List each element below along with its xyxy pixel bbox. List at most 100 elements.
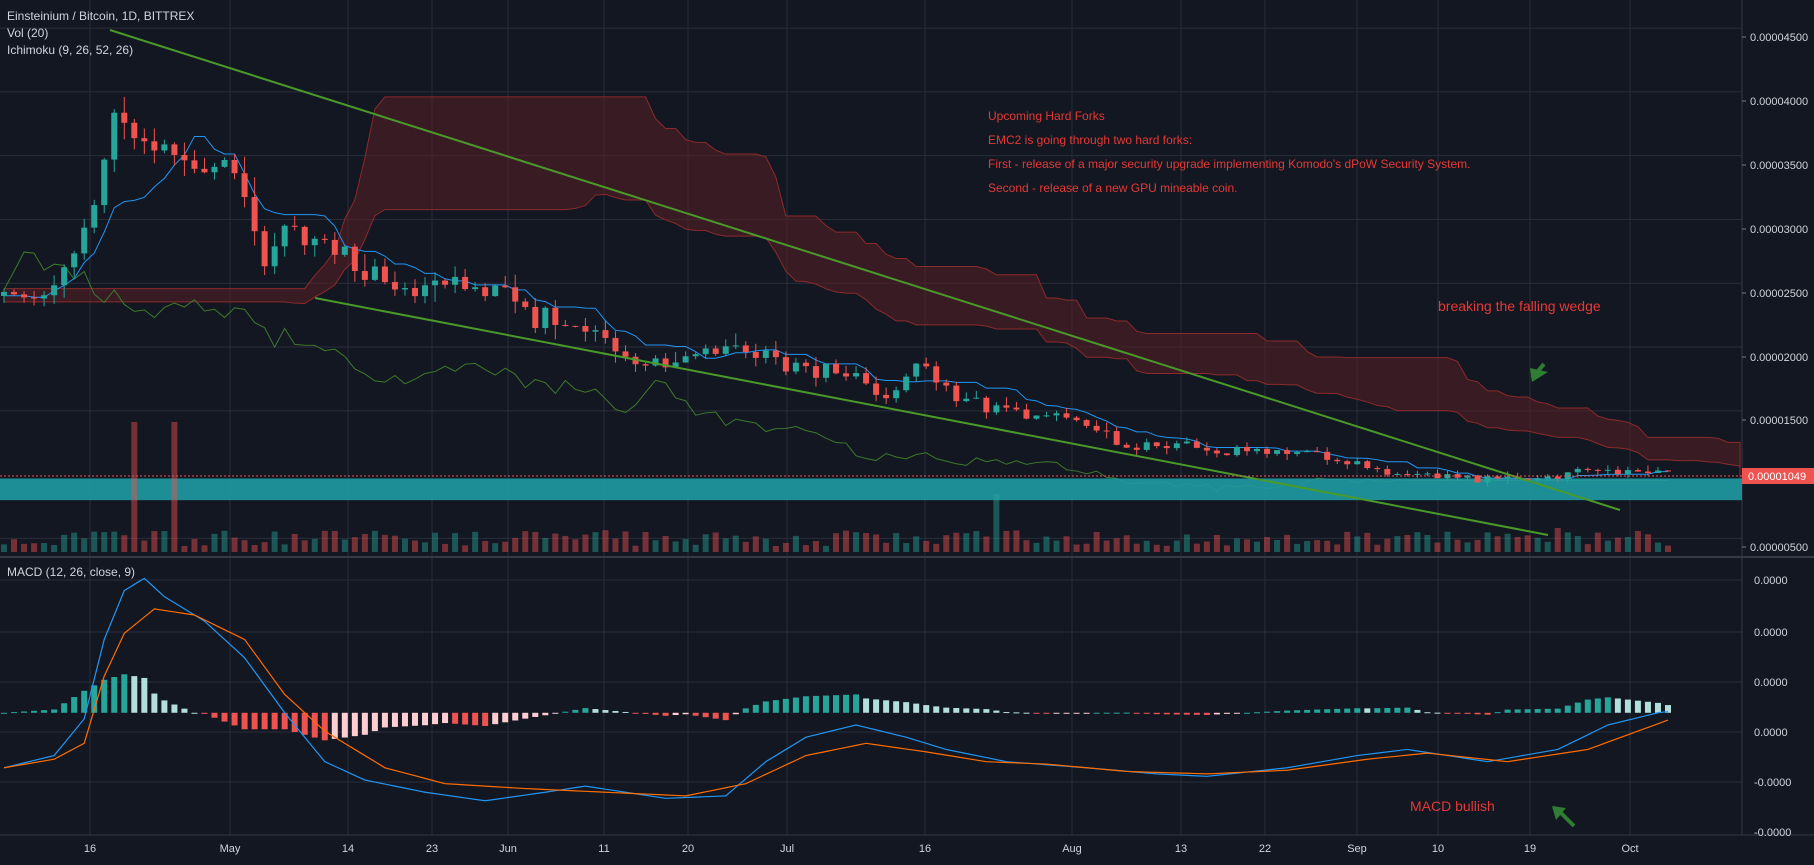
candle-body[interactable]: [181, 154, 188, 161]
candle-body[interactable]: [271, 246, 278, 267]
candle-body[interactable]: [712, 348, 719, 354]
candle-body[interactable]: [1364, 461, 1371, 469]
candle-body[interactable]: [1665, 470, 1671, 472]
candle-body[interactable]: [121, 112, 128, 123]
candle-body[interactable]: [1033, 415, 1040, 419]
candle-body[interactable]: [381, 266, 388, 283]
candle-body[interactable]: [1063, 413, 1070, 418]
candle-body[interactable]: [1394, 473, 1401, 475]
candle-body[interactable]: [161, 144, 168, 151]
candle-body[interactable]: [1183, 441, 1190, 444]
candle-body[interactable]: [411, 288, 418, 297]
candle-body[interactable]: [21, 294, 28, 298]
candle-body[interactable]: [1474, 475, 1481, 483]
candle-body[interactable]: [492, 285, 499, 297]
candle-body[interactable]: [933, 366, 940, 383]
candle-body[interactable]: [281, 225, 288, 247]
candle-body[interactable]: [291, 225, 298, 227]
candle-body[interactable]: [1414, 473, 1421, 475]
candle-body[interactable]: [622, 351, 629, 357]
candle-body[interactable]: [1173, 443, 1180, 449]
candle-body[interactable]: [1384, 469, 1391, 475]
candle-body[interactable]: [1604, 469, 1611, 471]
candle-body[interactable]: [873, 383, 880, 395]
candle-body[interactable]: [81, 227, 88, 254]
candle-body[interactable]: [361, 271, 368, 280]
candle-body[interactable]: [552, 307, 559, 325]
candle-body[interactable]: [1223, 453, 1230, 456]
candle-body[interactable]: [141, 138, 148, 142]
candle-body[interactable]: [1584, 468, 1591, 470]
candle-body[interactable]: [1404, 473, 1411, 475]
candle-body[interactable]: [692, 354, 699, 357]
candle-body[interactable]: [1113, 431, 1120, 445]
candle-body[interactable]: [1564, 472, 1571, 479]
candle-body[interactable]: [442, 280, 449, 285]
candle-body[interactable]: [1243, 446, 1250, 452]
candle-body[interactable]: [131, 122, 138, 139]
candle-body[interactable]: [351, 246, 358, 272]
candle-body[interactable]: [572, 325, 579, 327]
candle-body[interactable]: [1624, 470, 1631, 475]
candle-body[interactable]: [1123, 444, 1130, 448]
candle-body[interactable]: [1103, 430, 1110, 432]
candle-body[interactable]: [542, 307, 549, 328]
candle-body[interactable]: [582, 325, 589, 332]
candle-body[interactable]: [512, 287, 519, 302]
candle-body[interactable]: [1574, 468, 1581, 473]
candle-body[interactable]: [1444, 474, 1451, 479]
candle-body[interactable]: [1093, 425, 1100, 431]
candle-body[interactable]: [943, 382, 950, 386]
candle-body[interactable]: [833, 363, 839, 374]
candle-body[interactable]: [1544, 476, 1551, 479]
candle-body[interactable]: [1354, 461, 1361, 465]
candle-body[interactable]: [1073, 417, 1080, 421]
candle-body[interactable]: [1464, 475, 1471, 478]
candle-body[interactable]: [321, 238, 328, 240]
candle-body[interactable]: [782, 357, 789, 372]
candle-body[interactable]: [462, 276, 469, 290]
candle-body[interactable]: [341, 246, 348, 255]
candle-body[interactable]: [853, 373, 860, 377]
candle-body[interactable]: [893, 390, 900, 399]
candle-body[interactable]: [802, 362, 809, 367]
candle-body[interactable]: [1203, 447, 1210, 451]
candle-body[interactable]: [201, 168, 208, 173]
candle-body[interactable]: [51, 285, 58, 296]
candle-body[interactable]: [913, 363, 920, 377]
candle-body[interactable]: [1614, 469, 1621, 475]
candle-body[interactable]: [963, 398, 970, 402]
candle-body[interactable]: [1043, 415, 1050, 417]
candle-body[interactable]: [903, 376, 910, 391]
candle-body[interactable]: [983, 397, 990, 413]
candle-body[interactable]: [1304, 451, 1311, 453]
candle-body[interactable]: [993, 405, 1000, 413]
candle-body[interactable]: [311, 238, 318, 246]
candle-body[interactable]: [1374, 468, 1381, 470]
candle-body[interactable]: [1053, 413, 1060, 416]
candle-body[interactable]: [101, 159, 108, 206]
candle-body[interactable]: [1143, 442, 1150, 450]
candle-body[interactable]: [11, 291, 18, 295]
candle-body[interactable]: [111, 112, 118, 160]
candle-body[interactable]: [472, 287, 479, 290]
candle-body[interactable]: [191, 160, 198, 169]
candle-body[interactable]: [261, 231, 268, 267]
candle-body[interactable]: [1344, 461, 1351, 465]
candle-body[interactable]: [422, 285, 429, 297]
candle-body[interactable]: [1484, 476, 1491, 483]
candle-body[interactable]: [1424, 473, 1431, 475]
candle-body[interactable]: [71, 253, 78, 268]
candle-body[interactable]: [532, 306, 539, 328]
candle-body[interactable]: [1193, 441, 1200, 448]
candle-body[interactable]: [923, 363, 930, 367]
candle-body[interactable]: [883, 394, 890, 399]
candle-body[interactable]: [1504, 476, 1511, 479]
candle-body[interactable]: [1003, 405, 1010, 408]
candle-body[interactable]: [1494, 476, 1501, 479]
candle-body[interactable]: [251, 197, 258, 232]
candle-body[interactable]: [91, 205, 98, 228]
candle-body[interactable]: [843, 373, 850, 377]
candle-body[interactable]: [612, 337, 619, 352]
candle-body[interactable]: [1274, 450, 1281, 454]
